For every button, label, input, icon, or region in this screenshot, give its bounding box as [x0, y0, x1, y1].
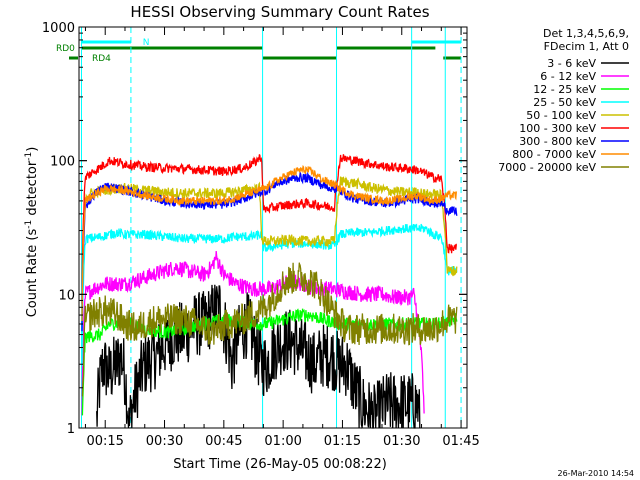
legend-header: Det 1,3,4,5,6,9, — [543, 27, 629, 40]
plot-area: N RD0 RD4 — [56, 27, 462, 429]
legend-entry-label: 7000 - 20000 keV — [498, 161, 596, 174]
x-tick-label: 01:15 — [324, 434, 361, 449]
x-tick-label: 00:30 — [146, 434, 183, 449]
state-label-rd0: RD0 — [56, 44, 75, 54]
legend-entry-label: 100 - 300 keV — [519, 122, 596, 135]
series-line — [81, 250, 425, 416]
series-line — [81, 262, 458, 397]
y-tick-label: 10 — [58, 288, 75, 303]
legend-entry-label: 800 - 7000 keV — [512, 148, 596, 161]
legend-entry-label: 50 - 100 keV — [526, 109, 596, 122]
legend-header: FDecim 1, Att 0 — [544, 40, 629, 53]
series-line — [81, 176, 458, 316]
y-axis: 1 10 100 1000 — [42, 21, 467, 437]
series-line — [81, 154, 457, 304]
legend-entry-label: 12 - 25 keV — [533, 83, 596, 96]
chart-title: HESSI Observing Summary Count Rates — [130, 3, 429, 21]
x-tick-label: 01:00 — [264, 434, 301, 449]
x-axis-label: Start Time (26-May-05 00:08:22) — [173, 457, 387, 472]
legend-entry-label: 3 - 6 keV — [547, 57, 596, 70]
footer-timestamp: 26-Mar-2010 14:54 — [558, 469, 635, 478]
plot-frame — [78, 26, 468, 429]
series-line — [96, 284, 421, 429]
legend-entry-label: 25 - 50 keV — [533, 96, 596, 109]
x-tick-label: 00:15 — [86, 434, 123, 449]
x-tick-label: 00:45 — [205, 434, 242, 449]
y-tick-label: 1 — [67, 422, 75, 437]
y-tick-label: 100 — [50, 155, 75, 170]
y-tick-label: 1000 — [42, 21, 75, 36]
legend-entry-label: 6 - 12 keV — [540, 70, 596, 83]
series-line — [81, 164, 458, 322]
y-axis-label: Count Rate (s-1 detector-1) — [24, 147, 40, 318]
x-tick-label: 01:45 — [442, 434, 479, 449]
x-axis: 00:15 00:30 00:45 01:00 01:15 01:30 01:45 — [84, 27, 480, 449]
state-label-n: N — [143, 38, 150, 48]
state-label-rd4: RD4 — [92, 54, 111, 64]
legend: Det 1,3,4,5,6,9,FDecim 1, Att 0 3 - 6 keV… — [498, 27, 629, 174]
series-line — [81, 223, 458, 366]
legend-entry-label: 300 - 800 keV — [519, 135, 596, 148]
x-tick-label: 01:30 — [383, 434, 420, 449]
